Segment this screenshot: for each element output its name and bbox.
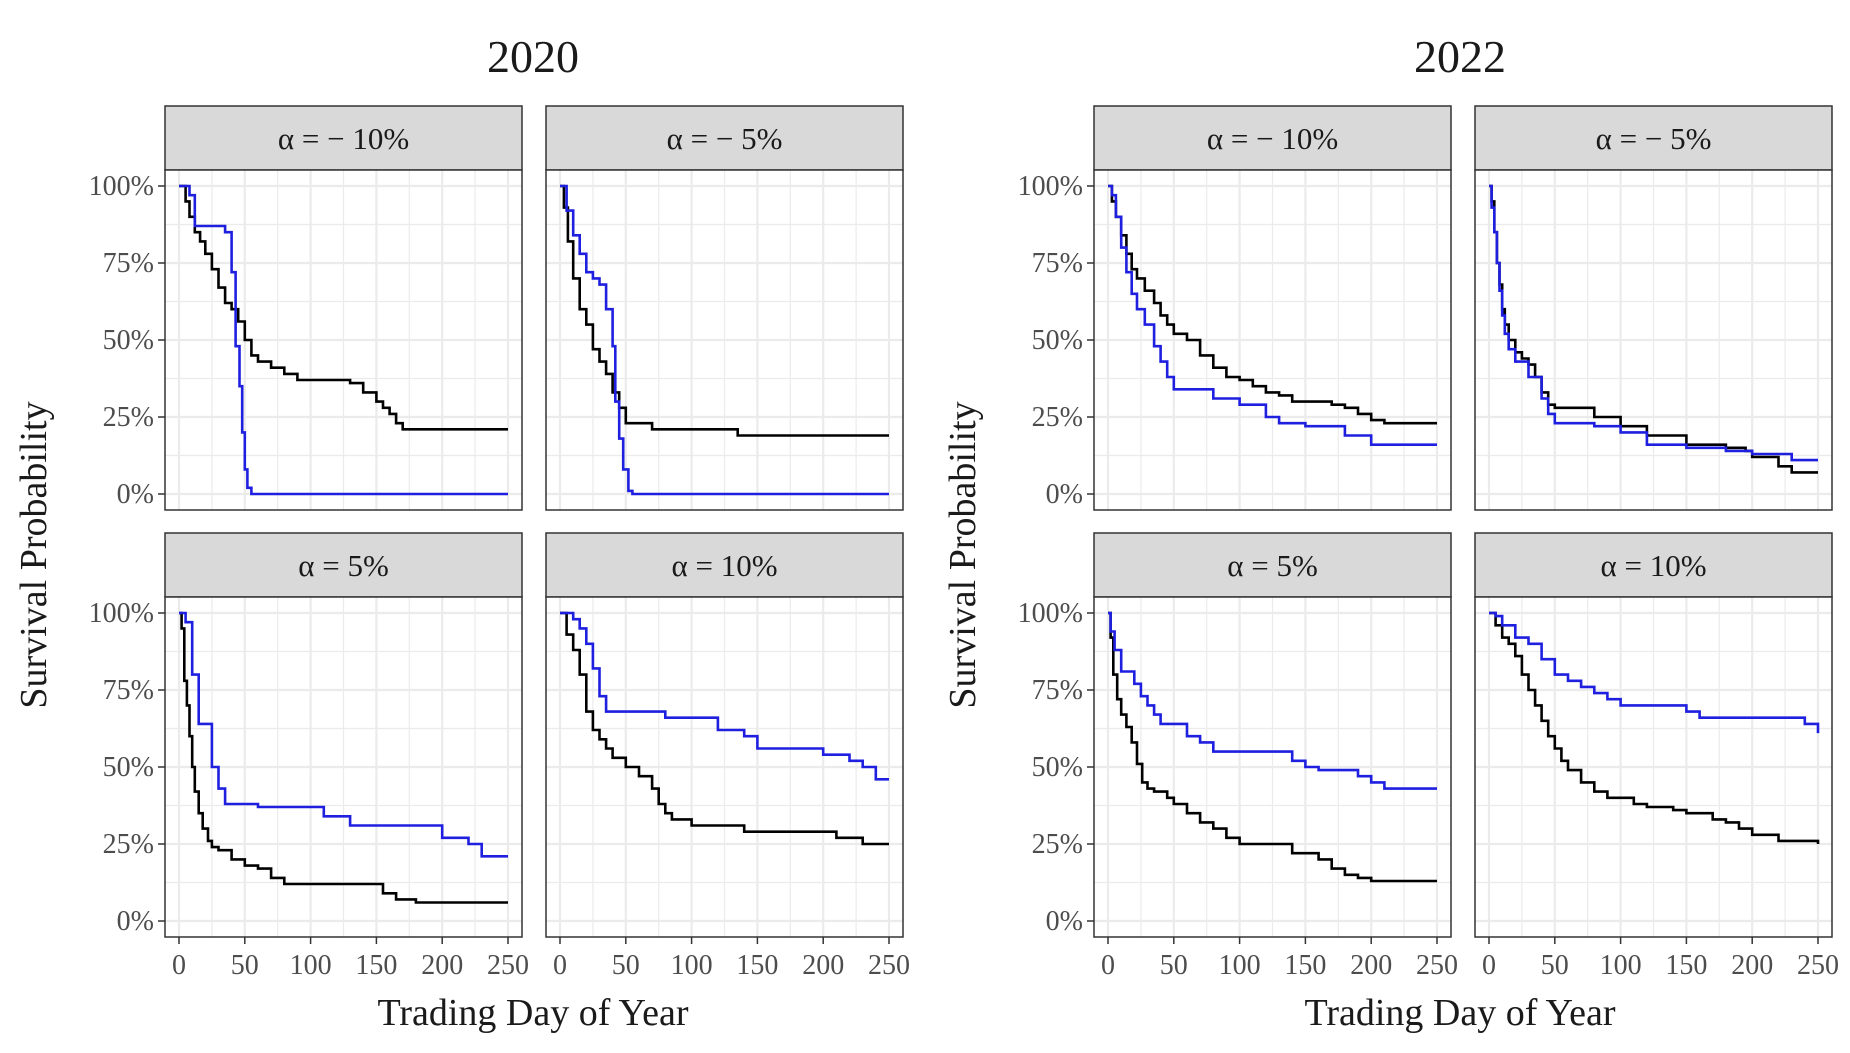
y-tick-label: 0% (1046, 906, 1083, 937)
x-tick-label: 0 (172, 950, 186, 981)
panel-2022-0: α = − 10% 0% 25% 50% 75% 100% (1018, 105, 1452, 511)
x-tick-label: 100 (671, 950, 713, 981)
series-line-blue (1108, 184, 1437, 446)
series-line-black (1108, 184, 1437, 425)
series-line-blue (1108, 611, 1437, 790)
facet-strip (1474, 105, 1833, 171)
y-tick-label: 100% (89, 171, 154, 202)
x-tick-label: 50 (1160, 950, 1188, 981)
x-tick-label: 200 (421, 950, 463, 981)
x-tick-label: 50 (1541, 950, 1569, 981)
y-tick-label: 75% (1032, 675, 1083, 706)
panel-2020-1: α = − 5% (545, 105, 904, 511)
facet-strip-label: α = − 5% (1596, 121, 1712, 156)
facet-strip (164, 532, 523, 598)
series-line-black (560, 184, 889, 437)
x-tick-label: 100 (1600, 950, 1642, 981)
x-axis-title-2020: Trading Day of Year (377, 992, 688, 1034)
facet-strip (1093, 105, 1452, 171)
series-line-black (1489, 611, 1820, 844)
panels-layer: α = − 10% 0% 25% 50% 75% 100% α = − 5% α = 5% 0%… (89, 105, 1839, 981)
x-tick-label: 0 (1482, 950, 1496, 981)
panel-2022-2: α = 5% 0% 25% 50% 75% 100% 0 50 100 150 200 250 (1018, 532, 1458, 981)
y-tick-label: 25% (1032, 829, 1083, 860)
panel-2022-1: α = − 5% (1474, 105, 1833, 511)
panel-border (545, 596, 904, 938)
facet-strip-label: α = 10% (671, 548, 777, 583)
series-line-black (179, 611, 508, 904)
facet-strip-label: α = − 10% (1207, 121, 1338, 156)
series-line-black (1108, 611, 1437, 883)
x-tick-label: 100 (290, 950, 332, 981)
y-tick-label: 100% (1018, 171, 1083, 202)
y-tick-label: 50% (103, 752, 154, 783)
x-tick-label: 200 (1350, 950, 1392, 981)
panel-border (1474, 169, 1833, 511)
series-line-blue (179, 184, 508, 496)
y-tick-label: 0% (117, 906, 154, 937)
x-tick-label: 0 (1101, 950, 1115, 981)
group-title-2022: 2022 (1414, 31, 1506, 82)
y-tick-label: 75% (1032, 248, 1083, 279)
panel-2020-2: α = 5% 0% 25% 50% 75% 100% 0 50 100 150 200 250 (89, 532, 529, 981)
x-tick-label: 150 (1665, 950, 1707, 981)
panel-border (545, 169, 904, 511)
panel-2020-0: α = − 10% 0% 25% 50% 75% 100% (89, 105, 523, 511)
x-tick-label: 50 (612, 950, 640, 981)
y-axis-title-2020: Survival Probability (13, 401, 55, 708)
panel-2020-3: α = 10% 0 50 100 150 200 250 (545, 532, 910, 981)
x-axis-title-2022: Trading Day of Year (1304, 992, 1615, 1034)
x-tick-label: 250 (868, 950, 910, 981)
y-tick-label: 75% (103, 248, 154, 279)
series-line-blue (560, 184, 889, 496)
x-tick-label: 150 (355, 950, 397, 981)
x-tick-label: 250 (1797, 950, 1839, 981)
facet-strip-label: α = 10% (1600, 548, 1706, 583)
facet-strip-label: α = 5% (1227, 548, 1318, 583)
y-tick-label: 50% (103, 325, 154, 356)
series-line-blue (560, 611, 889, 781)
facet-strip-label: α = − 5% (667, 121, 783, 156)
x-tick-label: 200 (1731, 950, 1773, 981)
panel-2022-3: α = 10% 0 50 100 150 200 250 (1474, 532, 1839, 981)
series-line-blue (1489, 184, 1818, 462)
panel-border (1474, 596, 1833, 938)
y-tick-label: 25% (103, 402, 154, 433)
x-tick-label: 250 (1416, 950, 1458, 981)
group-title-2020: 2020 (487, 31, 579, 82)
x-tick-label: 200 (802, 950, 844, 981)
y-tick-label: 75% (103, 675, 154, 706)
y-tick-label: 0% (117, 479, 154, 510)
y-tick-label: 50% (1032, 325, 1083, 356)
y-tick-label: 25% (103, 829, 154, 860)
series-line-blue (1489, 611, 1820, 734)
x-tick-label: 50 (231, 950, 259, 981)
series-line-blue (179, 611, 508, 858)
x-tick-label: 150 (1284, 950, 1326, 981)
y-tick-label: 25% (1032, 402, 1083, 433)
facet-strip-label: α = − 10% (278, 121, 409, 156)
x-tick-label: 150 (736, 950, 778, 981)
facet-strip (164, 105, 523, 171)
y-axis-title-2022: Survival Probability (942, 401, 984, 708)
y-tick-label: 50% (1032, 752, 1083, 783)
x-tick-label: 100 (1219, 950, 1261, 981)
x-tick-label: 250 (487, 950, 529, 981)
x-tick-label: 0 (553, 950, 567, 981)
series-line-black (179, 184, 508, 431)
y-tick-label: 100% (1018, 598, 1083, 629)
y-tick-label: 100% (89, 598, 154, 629)
y-tick-label: 0% (1046, 479, 1083, 510)
facet-strip (1474, 532, 1833, 598)
facet-strip (545, 105, 904, 171)
series-line-black (560, 611, 889, 846)
facet-strip-label: α = 5% (298, 548, 389, 583)
facet-strip (545, 532, 904, 598)
